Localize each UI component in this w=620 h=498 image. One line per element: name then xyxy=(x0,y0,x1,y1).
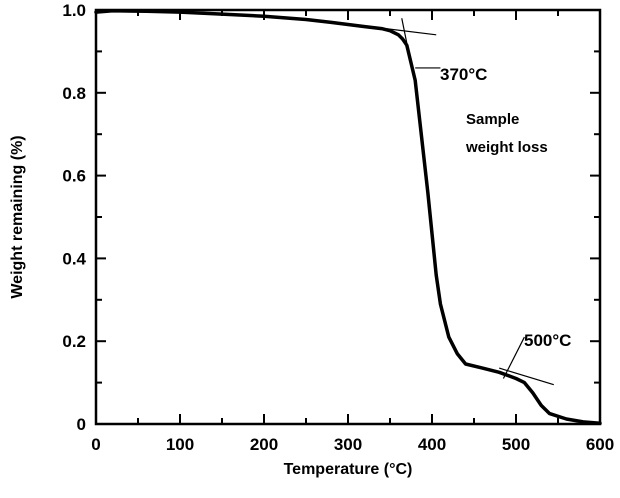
x-tick-label: 300 xyxy=(334,435,362,454)
leader-500 xyxy=(502,336,525,379)
y-tick-label: 0.8 xyxy=(62,84,86,103)
x-tick-label: 600 xyxy=(586,435,614,454)
y-tick-label: 0.6 xyxy=(62,167,86,186)
y-tick-label: 0.4 xyxy=(62,249,86,268)
y-tick-label: 1.0 xyxy=(62,1,86,20)
y-tick-label: 0.2 xyxy=(62,332,86,351)
x-tick-label: 500 xyxy=(502,435,530,454)
side-note-line2: weight loss xyxy=(465,139,548,156)
tick-labels: 0 100 200 300 400 500 600 0 0.2 0.4 0.6 0.8 1.0 xyxy=(62,1,614,454)
axis-ticks xyxy=(95,9,601,425)
tangent-370-slope xyxy=(401,18,414,73)
annotation-370: 370°C xyxy=(440,65,487,84)
side-note-line1: Sample xyxy=(466,111,519,128)
tangent-lines xyxy=(385,18,554,386)
x-tick-label: 400 xyxy=(418,435,446,454)
y-axis-title: Weight remaining (%) xyxy=(9,135,26,298)
x-axis-title: Temperature (°C) xyxy=(284,461,413,478)
x-tick-label: 0 xyxy=(91,435,100,454)
tangent-370-flat xyxy=(385,28,437,36)
plot-frame xyxy=(94,8,602,426)
y-tick-label: 0 xyxy=(77,415,86,434)
annotation-500: 500°C xyxy=(524,331,571,350)
x-tick-label: 200 xyxy=(250,435,278,454)
x-tick-label: 100 xyxy=(166,435,194,454)
weight-curve xyxy=(94,9,602,425)
tangent-500-flat xyxy=(499,367,554,386)
